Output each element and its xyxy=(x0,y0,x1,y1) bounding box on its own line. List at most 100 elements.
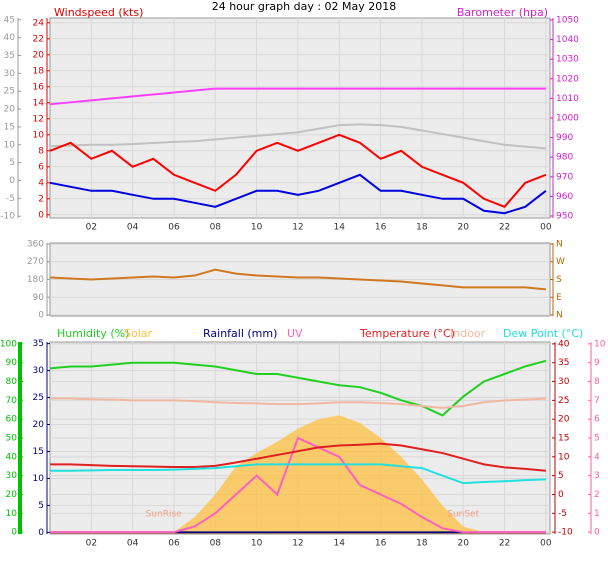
x-tick-label: 20 xyxy=(457,223,469,233)
tick-label: 180 xyxy=(27,275,44,285)
tick-label: -5 xyxy=(558,509,567,519)
tick-label: 5 xyxy=(594,434,600,444)
tick-label: 0 xyxy=(594,528,600,538)
tick-label: 4 xyxy=(38,178,44,188)
x-tick-label: 00 xyxy=(540,223,552,233)
tick-label: 35 xyxy=(33,339,44,349)
tick-label: N xyxy=(556,239,563,249)
tick-label: 5 xyxy=(9,158,15,168)
tick-label: 22 xyxy=(33,34,44,44)
tick-label: 0 xyxy=(38,528,44,538)
tick-label: 15 xyxy=(33,447,44,457)
legend-entry: Humidity (%) xyxy=(57,327,129,340)
x-tick-label: 02 xyxy=(86,223,97,233)
line xyxy=(49,123,546,150)
tick-label: 1030 xyxy=(556,55,579,65)
tick-label: 360 xyxy=(27,239,44,249)
tick-label: 6 xyxy=(38,162,44,172)
tick-label: 3 xyxy=(594,471,600,481)
tick-label: 30 xyxy=(33,366,45,376)
tick-label: 25 xyxy=(33,393,44,403)
x-tick-label: 02 xyxy=(86,539,97,549)
x-tick-label: 18 xyxy=(416,539,428,549)
tick-label: 12 xyxy=(33,114,44,124)
x-tick-label: 14 xyxy=(334,539,346,549)
tick-label: 30 xyxy=(6,471,18,481)
tick-label: 0 xyxy=(9,176,15,186)
tick-label: 14 xyxy=(33,98,45,108)
x-tick-label: 16 xyxy=(375,223,387,233)
tick-label: 10 xyxy=(6,509,18,519)
tick-label: 9 xyxy=(594,358,600,368)
tick-label: 15 xyxy=(4,122,15,132)
tick-label: 10 xyxy=(33,130,45,140)
tick-label: 2 xyxy=(594,490,600,500)
x-tick-label: 20 xyxy=(457,539,469,549)
line xyxy=(50,442,546,472)
axis-title: Barometer (hpa) xyxy=(457,6,548,19)
tick-label: 990 xyxy=(556,133,573,143)
tick-label: 5 xyxy=(558,471,564,481)
tick-label: 18 xyxy=(33,66,45,76)
legend-entry: Indoor xyxy=(450,327,486,340)
x-tick-label: 12 xyxy=(292,539,303,549)
tick-label: 20 xyxy=(558,415,570,425)
line xyxy=(50,436,546,534)
x-tick-label: 08 xyxy=(210,223,222,233)
tick-label: N xyxy=(556,311,563,321)
tick-label: 70 xyxy=(6,396,18,406)
tick-label: 1010 xyxy=(556,94,579,104)
tick-label: 24 xyxy=(33,18,45,28)
tick-label: 90 xyxy=(33,293,45,303)
tick-label: -5 xyxy=(6,194,15,204)
tick-label: 50 xyxy=(6,434,18,444)
title: 24 hour graph day : 02 May 2018 xyxy=(212,0,397,13)
tick-label: 35 xyxy=(4,51,15,61)
tick-label: 45 xyxy=(4,15,15,25)
line xyxy=(49,173,547,215)
x-tick-label: 14 xyxy=(334,223,346,233)
x-tick-label: 10 xyxy=(251,223,263,233)
tick-label: -10 xyxy=(558,528,573,538)
x-tick-label: 10 xyxy=(251,539,263,549)
line xyxy=(50,463,546,485)
tick-label: 10 xyxy=(4,140,16,150)
x-tick-label: 08 xyxy=(210,539,222,549)
tick-label: 8 xyxy=(594,377,600,387)
annotation: SunRise xyxy=(146,510,183,520)
tick-label: S xyxy=(556,275,562,285)
tick-label: 20 xyxy=(6,490,18,500)
tick-label: 30 xyxy=(4,69,16,79)
tick-label: 20 xyxy=(33,420,45,430)
area xyxy=(50,415,546,534)
legend-entry: Solar xyxy=(124,327,153,340)
tick-label: -10 xyxy=(0,212,15,222)
tick-label: 6 xyxy=(594,415,600,425)
tick-label: 40 xyxy=(4,33,16,43)
tick-label: 0 xyxy=(558,490,564,500)
tick-label: 950 xyxy=(556,212,573,222)
tick-label: 0 xyxy=(38,210,44,220)
x-tick-label: 22 xyxy=(499,223,510,233)
annotation: SunSet xyxy=(447,510,479,520)
line xyxy=(49,133,547,208)
tick-label: 1050 xyxy=(556,15,579,25)
legend-entry: Dew Point (°C) xyxy=(503,327,583,340)
tick-label: 40 xyxy=(558,339,570,349)
x-tick-label: 22 xyxy=(499,539,510,549)
x-tick-label: 12 xyxy=(292,223,303,233)
tick-label: 25 xyxy=(558,396,569,406)
legend-entry: UV xyxy=(287,327,303,340)
tick-label: 10 xyxy=(33,474,45,484)
x-tick-label: 04 xyxy=(127,223,139,233)
tick-label: 10 xyxy=(594,339,606,349)
x-tick-label: 18 xyxy=(416,223,428,233)
legend-entry: Rainfall (mm) xyxy=(203,327,277,340)
tick-label: 270 xyxy=(27,257,44,267)
tick-label: 1020 xyxy=(556,74,579,84)
tick-label: 4 xyxy=(594,452,600,462)
tick-label: 7 xyxy=(594,396,600,406)
tick-label: 8 xyxy=(38,146,44,156)
tick-label: E xyxy=(556,293,562,303)
